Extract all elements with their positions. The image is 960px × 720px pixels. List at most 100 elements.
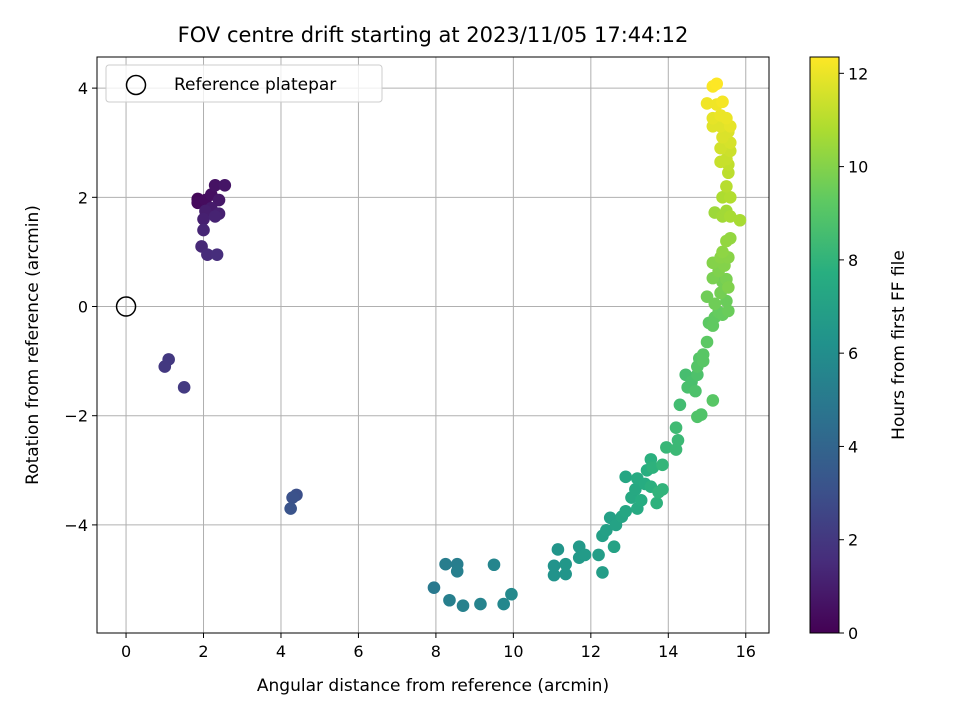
data-point xyxy=(284,502,297,515)
colorbar-title: Hours from first FF file xyxy=(889,250,909,440)
x-tick-label: 16 xyxy=(736,642,756,661)
data-point xyxy=(723,231,737,245)
data-point xyxy=(656,483,669,496)
colorbar-tick-label: 4 xyxy=(848,437,858,456)
colorbar-tick-label: 6 xyxy=(848,344,858,363)
data-point xyxy=(716,95,729,109)
data-point xyxy=(669,421,683,435)
data-point xyxy=(218,179,232,192)
y-tick-label: 0 xyxy=(78,298,88,317)
x-tick-label: 10 xyxy=(503,642,523,661)
x-tick-label: 4 xyxy=(276,642,286,661)
data-point xyxy=(443,593,456,607)
data-point xyxy=(708,297,722,311)
data-point xyxy=(547,559,561,573)
data-point xyxy=(177,381,191,394)
reference-point-marker xyxy=(115,296,137,317)
y-axis-ticks: −4 −2 0 2 4 xyxy=(64,79,97,535)
data-point xyxy=(208,179,222,192)
x-tick-label: 12 xyxy=(581,642,601,661)
data-point xyxy=(696,348,710,361)
legend-box xyxy=(105,64,383,103)
x-tick-label: 6 xyxy=(353,642,363,661)
data-point xyxy=(723,210,737,223)
data-point xyxy=(634,494,648,507)
colorbar-tick-label: 8 xyxy=(848,251,858,270)
legend: Reference platepar xyxy=(105,64,383,103)
x-tick-label: 14 xyxy=(658,642,678,661)
data-point xyxy=(474,597,487,611)
plot-frame xyxy=(96,56,770,634)
colorbar-tick-label: 2 xyxy=(848,531,858,550)
data-point xyxy=(646,461,660,474)
data-points xyxy=(115,77,747,613)
data-point xyxy=(551,543,565,556)
chart-title: FOV centre drift starting at 2023/11/05 … xyxy=(178,23,689,47)
x-tick-label: 8 xyxy=(431,642,441,661)
data-point xyxy=(427,581,441,594)
colorbar-ticks: 0 2 4 6 8 10 12 xyxy=(839,64,868,643)
data-point xyxy=(656,458,669,472)
data-point xyxy=(706,394,720,407)
x-axis-ticks: 0 2 4 6 8 10 12 14 16 xyxy=(121,633,756,661)
data-point xyxy=(158,360,172,373)
data-point xyxy=(716,245,729,259)
data-point xyxy=(607,540,621,554)
data-point xyxy=(722,304,735,318)
data-point xyxy=(208,210,222,223)
data-point xyxy=(714,141,727,155)
data-point xyxy=(596,566,609,579)
data-point xyxy=(286,491,299,504)
data-point xyxy=(212,193,226,207)
colorbar-tick-label: 10 xyxy=(848,158,868,177)
data-point xyxy=(450,565,464,578)
data-point xyxy=(197,223,210,237)
y-tick-label: 2 xyxy=(78,188,88,207)
data-point xyxy=(497,597,510,611)
y-tick-label: −4 xyxy=(64,516,88,535)
data-point xyxy=(619,470,632,484)
x-tick-label: 0 xyxy=(121,642,131,661)
colorbar-gradient xyxy=(809,56,840,634)
data-point xyxy=(700,335,714,349)
x-tick-label: 2 xyxy=(198,642,208,661)
data-point xyxy=(650,496,663,510)
data-point xyxy=(201,248,214,261)
data-point xyxy=(722,281,735,294)
data-point xyxy=(600,524,613,537)
legend-label: Reference platepar xyxy=(174,75,336,95)
data-point xyxy=(660,441,673,454)
data-point xyxy=(559,557,572,571)
data-point xyxy=(547,568,561,582)
data-point xyxy=(710,77,724,91)
data-point xyxy=(210,248,224,261)
data-point xyxy=(197,212,210,226)
y-tick-label: −2 xyxy=(64,407,88,426)
colorbar-tick-label: 12 xyxy=(848,64,868,83)
y-tick-label: 4 xyxy=(78,79,88,98)
data-point xyxy=(578,548,592,562)
data-point xyxy=(439,557,452,571)
colorbar-tick-label: 0 xyxy=(848,624,858,643)
y-axis-title: Rotation from reference (arcmin) xyxy=(23,205,43,485)
data-point xyxy=(720,111,733,125)
data-point xyxy=(487,558,501,572)
grid-lines xyxy=(97,57,769,633)
data-point xyxy=(671,433,685,447)
data-point xyxy=(505,587,518,601)
data-point xyxy=(629,483,642,496)
data-point xyxy=(689,384,702,398)
data-point xyxy=(720,180,733,193)
legend-marker-icon xyxy=(125,74,147,96)
data-point xyxy=(694,408,708,421)
data-point xyxy=(723,191,737,204)
data-point xyxy=(619,504,632,518)
x-axis-title: Angular distance from reference (arcmin) xyxy=(257,676,609,696)
data-point xyxy=(700,97,714,110)
colorbar: 0 2 4 6 8 10 12 Hours from first FF file xyxy=(809,56,909,643)
data-point xyxy=(456,599,470,613)
data-point xyxy=(733,213,747,227)
data-point xyxy=(673,398,687,412)
data-point xyxy=(592,548,605,562)
